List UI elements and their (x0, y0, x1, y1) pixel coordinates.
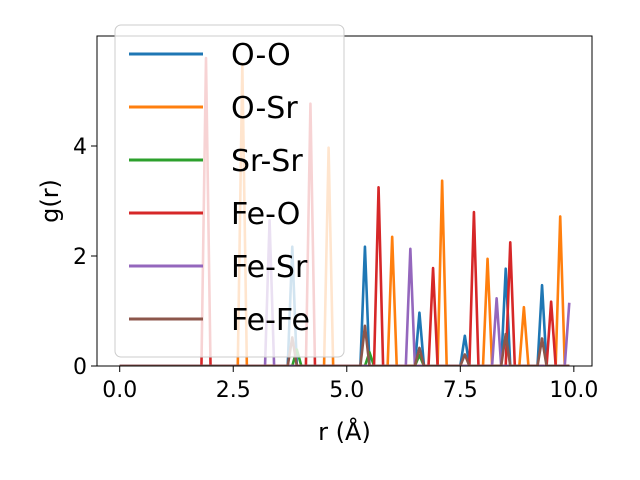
legend-label-o-o: O-O (231, 38, 291, 73)
legend-label-fe-sr: Fe-Sr (231, 250, 308, 285)
x-tick-label: 0.0 (102, 378, 137, 403)
x-axis-ticks: 0.0 2.5 5.0 7.5 10.0 (102, 366, 598, 403)
legend-label-sr-sr: Sr-Sr (231, 144, 303, 179)
y-tick-label: 0 (73, 355, 87, 380)
legend-label-o-sr: O-Sr (231, 91, 298, 126)
series-layer (119, 56, 571, 366)
y-tick-label: 4 (73, 135, 87, 160)
y-tick-label: 2 (73, 245, 87, 270)
series-line-fe-sr (119, 218, 571, 366)
x-tick-label: 10.0 (549, 378, 598, 403)
y-axis-label: g(r) (36, 179, 64, 223)
x-axis-label: r (Å) (318, 417, 371, 446)
x-tick-label: 5.0 (329, 378, 364, 403)
legend-label-fe-o: Fe-O (231, 197, 300, 232)
y-axis-ticks: 0 2 4 (73, 135, 97, 380)
legend: O-O O-Sr Sr-Sr Fe-O Fe-Sr Fe-Fe (114, 24, 345, 358)
legend-label-fe-fe: Fe-Fe (231, 303, 310, 338)
x-tick-label: 7.5 (443, 378, 478, 403)
x-tick-label: 2.5 (216, 378, 251, 403)
